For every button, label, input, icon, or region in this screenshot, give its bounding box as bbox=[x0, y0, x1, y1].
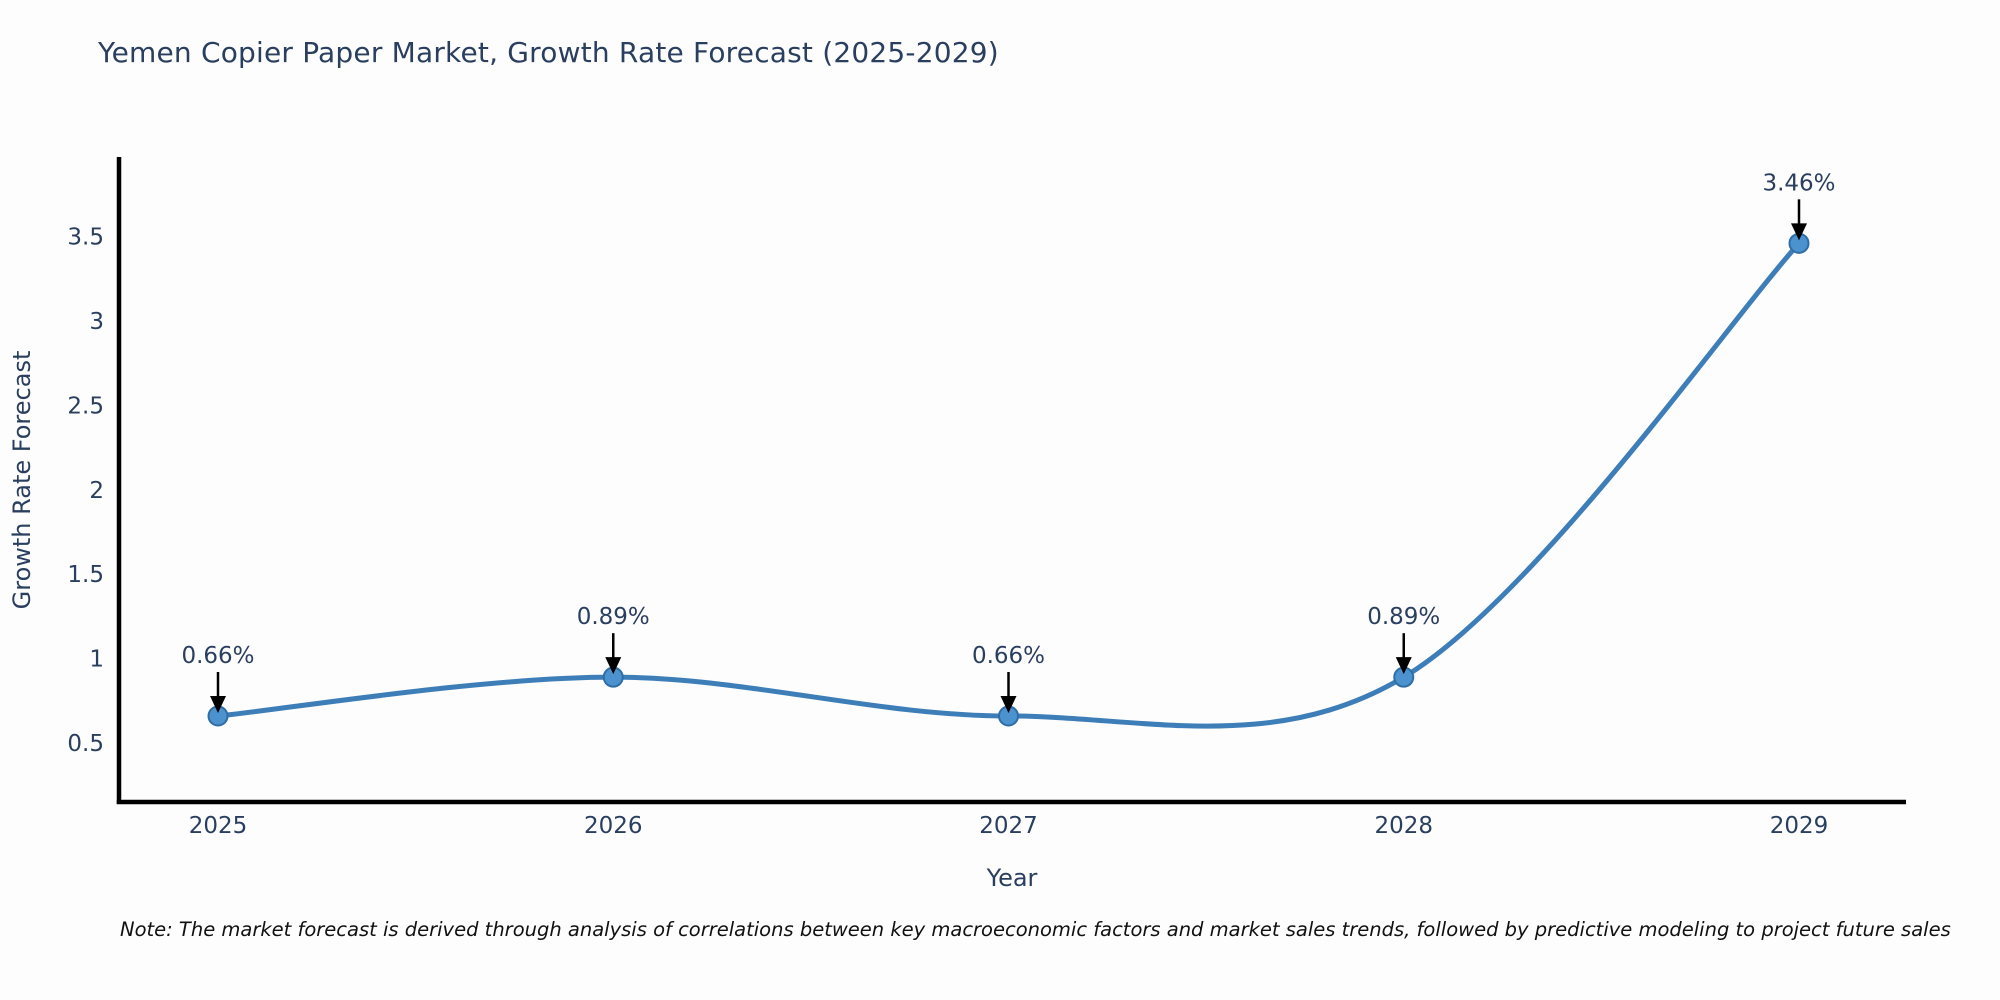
chart-title: Yemen Copier Paper Market, Growth Rate F… bbox=[98, 36, 999, 69]
annotation-arrowhead-icon bbox=[210, 695, 226, 713]
y-tick-labels: 0.5 1 1.5 2 2.5 3 3.5 bbox=[67, 225, 104, 757]
y-tick-label: 0.5 bbox=[67, 731, 104, 757]
x-tick-labels: 2025 2026 2027 2028 2029 bbox=[189, 813, 1829, 839]
y-tick-label: 3.5 bbox=[67, 225, 104, 251]
x-tick-label: 2027 bbox=[979, 813, 1038, 839]
x-axis-title: Year bbox=[986, 864, 1038, 892]
footnote: Note: The market forecast is derived thr… bbox=[120, 918, 1951, 941]
y-tick-label: 3 bbox=[89, 309, 104, 335]
annotation-layer: 0.66% 0.89% 0.66% 0.89% 3.46% bbox=[181, 170, 1836, 713]
x-tick-label: 2028 bbox=[1374, 813, 1433, 839]
annotation-arrowhead-icon bbox=[1395, 657, 1412, 675]
annotation-arrowhead-icon bbox=[605, 657, 622, 675]
x-tick-label: 2029 bbox=[1770, 813, 1829, 839]
y-axis-title: Growth Rate Forecast bbox=[8, 351, 36, 610]
x-tick-label: 2026 bbox=[584, 813, 643, 839]
y-tick-label: 1.5 bbox=[67, 562, 104, 588]
annotation-arrowhead-icon bbox=[1000, 695, 1017, 713]
point-annotation-label: 0.66% bbox=[972, 643, 1045, 669]
y-tick-label: 2 bbox=[89, 478, 104, 504]
y-tick-label: 1 bbox=[89, 647, 104, 673]
x-tick-label: 2025 bbox=[189, 813, 248, 839]
point-annotation-label: 3.46% bbox=[1762, 170, 1835, 196]
annotation-arrowhead-icon bbox=[1791, 223, 1807, 241]
series-line bbox=[215, 240, 1802, 729]
y-tick-label: 2.5 bbox=[67, 393, 104, 419]
point-annotation-label: 0.66% bbox=[181, 643, 254, 669]
point-annotation-label: 0.89% bbox=[1367, 604, 1440, 630]
series-layer bbox=[207, 232, 1810, 729]
point-annotation-label: 0.89% bbox=[577, 604, 650, 630]
